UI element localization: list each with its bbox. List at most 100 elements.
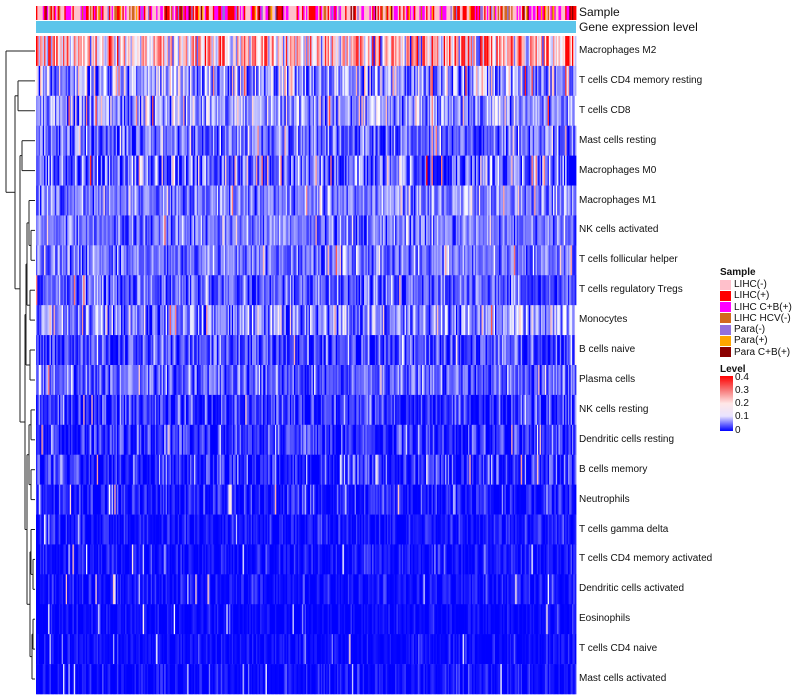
heatmap-cell	[532, 215, 535, 246]
heatmap-cell	[324, 65, 327, 97]
heatmap-cell	[312, 125, 315, 156]
heatmap-cell	[473, 185, 476, 216]
heatmap-cell	[169, 365, 172, 396]
sample-annotation-cell	[419, 6, 422, 20]
heatmap-cell	[293, 185, 296, 216]
heatmap-cell	[126, 305, 129, 336]
heatmap-cell	[37, 365, 40, 396]
heatmap-cell	[528, 305, 531, 336]
heatmap-cell	[428, 275, 431, 306]
heatmap-cell	[161, 155, 164, 186]
heatmap-cell	[254, 95, 257, 127]
heatmap-cell	[424, 215, 427, 246]
heatmap-cell	[156, 245, 158, 276]
heatmap-cell	[420, 335, 423, 366]
heatmap-cell	[198, 365, 200, 396]
sample-annotation-cell	[349, 6, 351, 20]
heatmap-cell	[189, 155, 192, 186]
sample-annotation-cell	[426, 6, 428, 20]
heatmap-cell	[459, 65, 462, 97]
heatmap-cell	[463, 36, 466, 67]
heatmap-cell	[372, 215, 374, 246]
heatmap-cell	[63, 95, 65, 127]
heatmap-cell	[61, 125, 64, 156]
heatmap-cell	[347, 65, 350, 97]
heatmap-cell	[335, 155, 338, 186]
sample-annotation-cell	[87, 6, 90, 20]
heatmap-cell	[234, 365, 237, 396]
heatmap-cell	[54, 335, 57, 366]
heatmap-cell	[158, 365, 161, 396]
heatmap-cell	[270, 65, 273, 97]
heatmap-cell	[412, 245, 415, 276]
heatmap-cell	[118, 365, 121, 396]
heatmap-cell	[270, 275, 273, 306]
heatmap-cell	[117, 65, 119, 97]
heatmap-cell	[168, 215, 171, 246]
sample-annotation-cell	[250, 6, 253, 20]
heatmap-cell	[419, 95, 422, 127]
heatmap-cell	[349, 185, 351, 216]
heatmap-cell	[385, 155, 388, 186]
heatmap-cell	[562, 155, 565, 186]
heatmap-cell	[546, 305, 549, 336]
heatmap-cell	[164, 245, 166, 276]
heatmap-cell	[160, 125, 162, 156]
sample-annotation-cell	[198, 6, 200, 20]
heatmap-cell	[137, 275, 139, 306]
heatmap-cell	[427, 275, 430, 306]
heatmap-cell	[76, 185, 79, 216]
heatmap-cell	[300, 36, 303, 67]
heatmap-cell	[473, 305, 476, 336]
sample-annotation-cell	[185, 6, 188, 20]
heatmap-cell	[319, 125, 322, 156]
heatmap-cell	[466, 245, 469, 276]
heatmap-cell	[320, 65, 323, 97]
heatmap-cell	[123, 215, 126, 246]
heatmap-cell	[482, 36, 485, 67]
heatmap-cell	[565, 125, 567, 156]
sample-annotation-cell	[195, 6, 198, 20]
heatmap-cell	[243, 125, 246, 156]
heatmap-cell	[535, 155, 538, 186]
heatmap-cell	[37, 36, 40, 67]
heatmap-cell	[185, 335, 188, 366]
heatmap-cell	[184, 215, 187, 246]
heatmap-cell	[67, 125, 69, 156]
heatmap-cell	[231, 185, 234, 216]
heatmap-cell	[357, 305, 360, 336]
heatmap-cell	[540, 245, 543, 276]
heatmap-cell	[446, 95, 449, 127]
heatmap-cell	[395, 275, 397, 306]
heatmap-cell	[457, 275, 459, 306]
heatmap-cell	[73, 305, 76, 336]
heatmap-cell	[342, 65, 345, 97]
sample-annotation-cell	[517, 6, 520, 20]
heatmap-cell	[567, 95, 570, 127]
heatmap-cell	[496, 95, 499, 127]
heatmap-cell	[117, 155, 119, 186]
heatmap-cell	[441, 125, 443, 156]
heatmap-cell	[75, 125, 77, 156]
heatmap-cell	[523, 275, 526, 306]
heatmap-cell	[139, 305, 142, 336]
heatmap-cell	[258, 95, 261, 127]
heatmap-cell	[137, 155, 139, 186]
heatmap-cell	[570, 36, 573, 67]
heatmap-cell	[63, 365, 65, 396]
sample-annotation-cell	[424, 6, 427, 20]
heatmap-cell	[486, 125, 489, 156]
heatmap-cell	[56, 215, 58, 246]
heatmap-cell	[58, 305, 61, 336]
heatmap-cell	[322, 305, 324, 336]
heatmap-cell	[227, 245, 230, 276]
heatmap-cell	[570, 335, 573, 366]
heatmap-cell	[238, 305, 241, 336]
heatmap-cell	[237, 125, 239, 156]
heatmap-cell	[77, 365, 80, 396]
heatmap-cell	[226, 185, 229, 216]
heatmap-cell	[388, 65, 391, 97]
heatmap-cell	[381, 155, 384, 186]
heatmap-cell	[358, 305, 361, 336]
heatmap-cell	[296, 335, 299, 366]
